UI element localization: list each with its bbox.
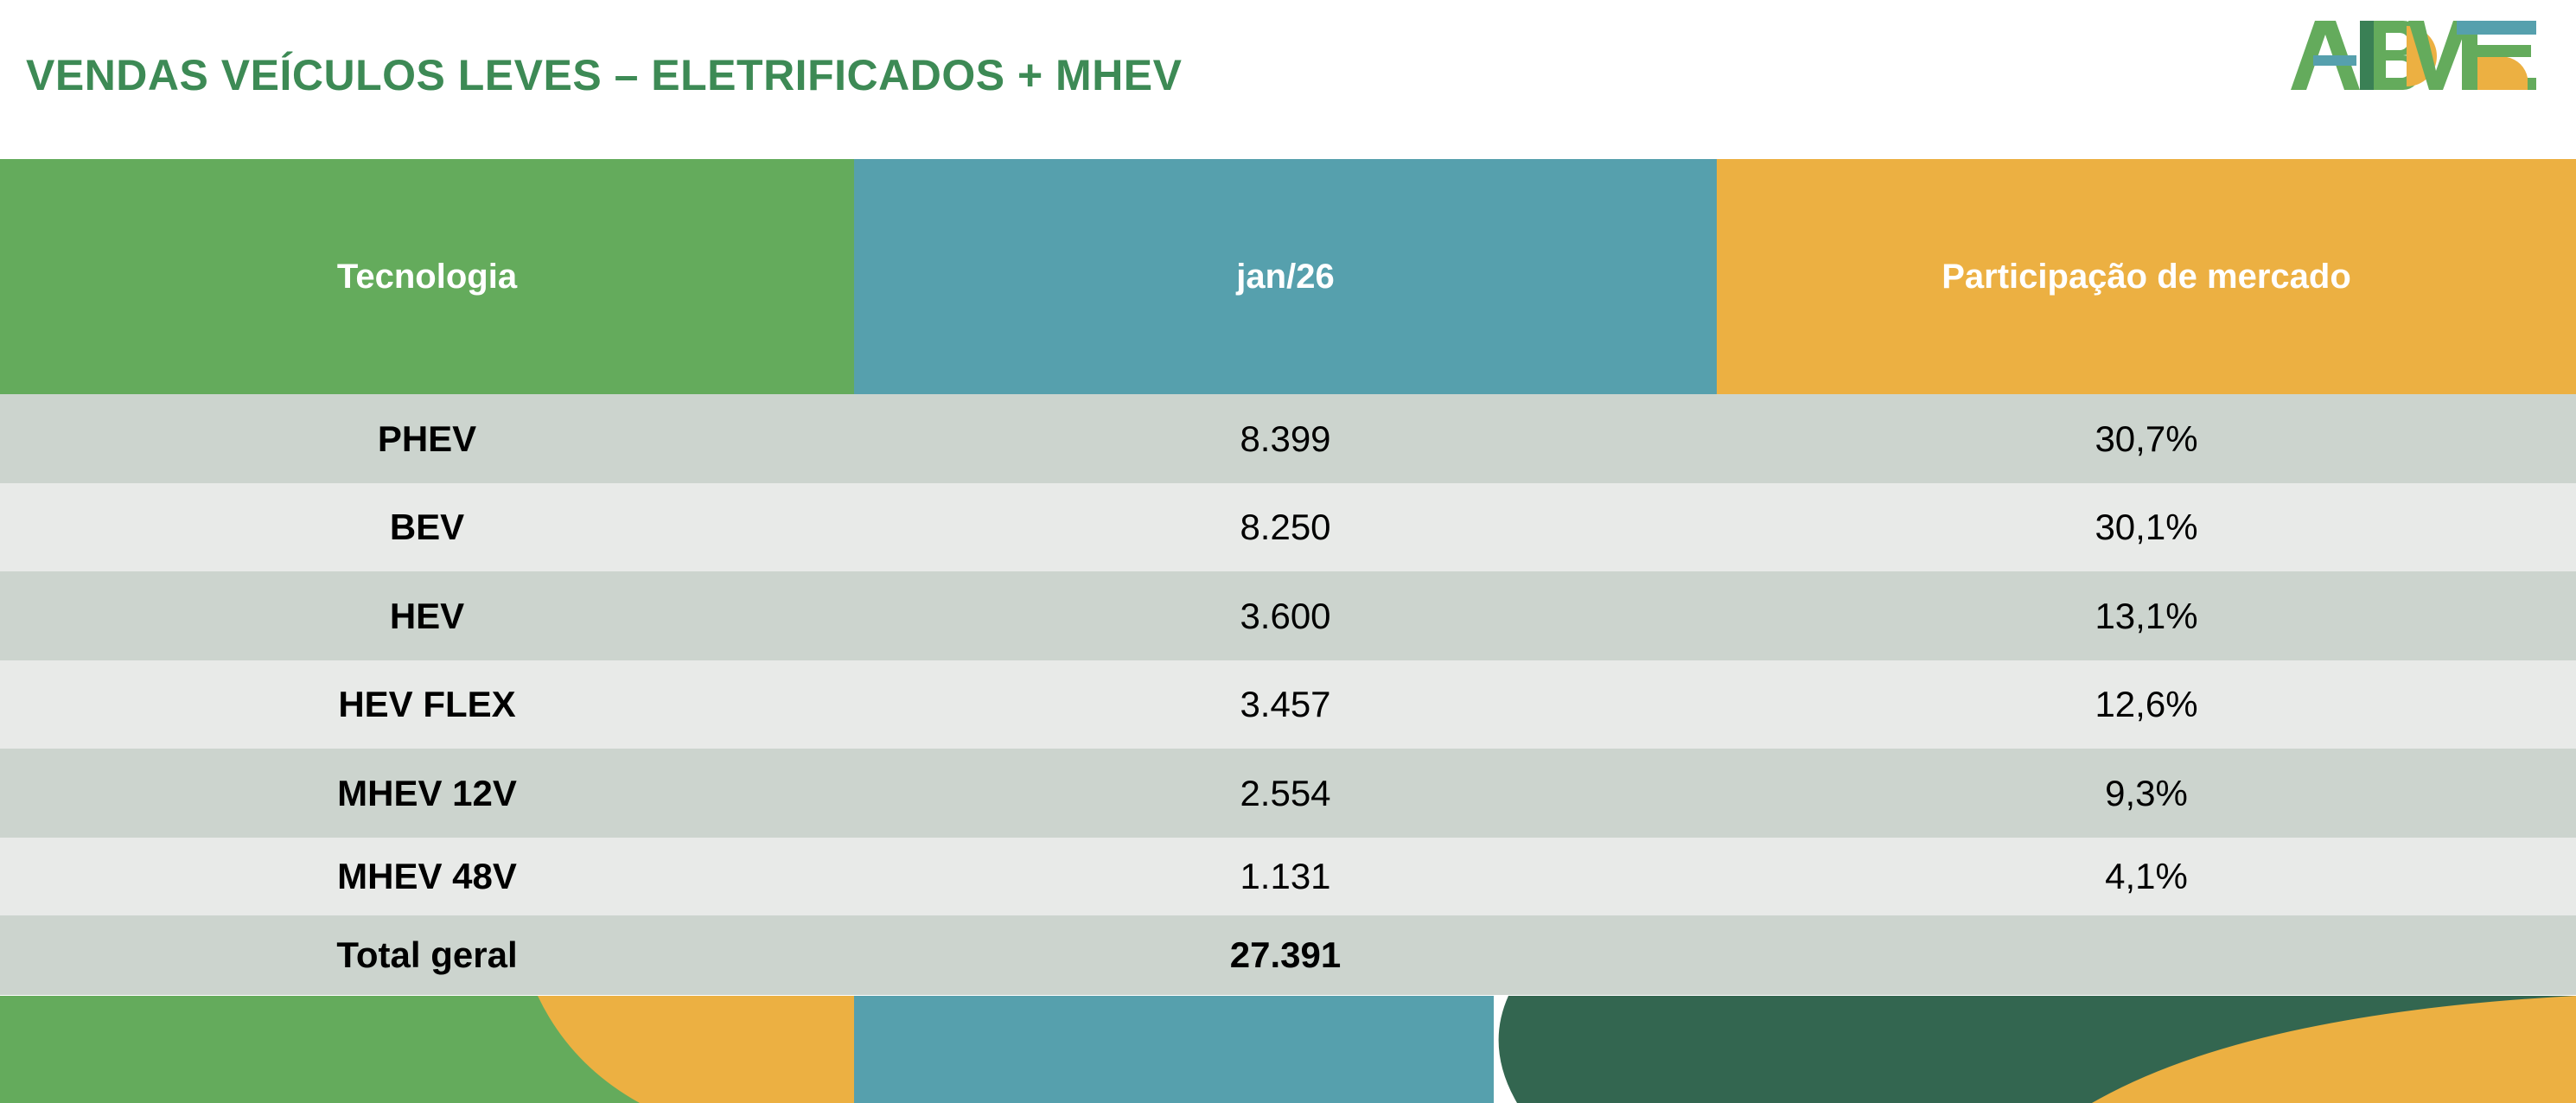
table-row: HEV FLEX 3.457 12,6% — [0, 660, 2576, 749]
header-month: jan/26 — [854, 159, 1717, 394]
table-row: MHEV 48V 1.131 4,1% — [0, 838, 2576, 915]
sales-cell: 8.399 — [854, 394, 1717, 483]
share-cell: 9,3% — [1717, 749, 2576, 838]
tech-cell: PHEV — [0, 394, 854, 483]
tech-cell: HEV FLEX — [0, 660, 854, 749]
sales-cell: 3.457 — [854, 660, 1717, 749]
abve-logo — [2291, 21, 2536, 90]
share-cell: 30,7% — [1717, 394, 2576, 483]
decorative-footer — [0, 996, 2576, 1103]
tech-cell: HEV — [0, 571, 854, 660]
sales-cell: 3.600 — [854, 571, 1717, 660]
header-technology: Tecnologia — [0, 159, 854, 394]
total-label: Total geral — [0, 915, 854, 995]
share-cell: 4,1% — [1717, 838, 2576, 915]
table-row: MHEV 12V 2.554 9,3% — [0, 749, 2576, 838]
sales-table: Tecnologia jan/26 Participação de mercad… — [0, 159, 2576, 995]
page-title: VENDAS VEÍCULOS LEVES – ELETRIFICADOS + … — [26, 51, 1183, 99]
total-sales: 27.391 — [854, 915, 1717, 995]
table-row: BEV 8.250 30,1% — [0, 483, 2576, 571]
total-share-empty — [1717, 915, 2576, 995]
table-row: HEV 3.600 13,1% — [0, 571, 2576, 660]
sales-cell: 2.554 — [854, 749, 1717, 838]
tech-cell: BEV — [0, 483, 854, 571]
share-cell: 13,1% — [1717, 571, 2576, 660]
header-market-share: Participação de mercado — [1717, 159, 2576, 394]
tech-cell: MHEV 12V — [0, 749, 854, 838]
share-cell: 30,1% — [1717, 483, 2576, 571]
table-row: PHEV 8.399 30,7% — [0, 394, 2576, 483]
total-row: Total geral 27.391 — [0, 915, 2576, 995]
share-cell: 12,6% — [1717, 660, 2576, 749]
tech-cell: MHEV 48V — [0, 838, 854, 915]
table-header: Tecnologia jan/26 Participação de mercad… — [0, 159, 2576, 394]
sales-cell: 8.250 — [854, 483, 1717, 571]
sales-cell: 1.131 — [854, 838, 1717, 915]
